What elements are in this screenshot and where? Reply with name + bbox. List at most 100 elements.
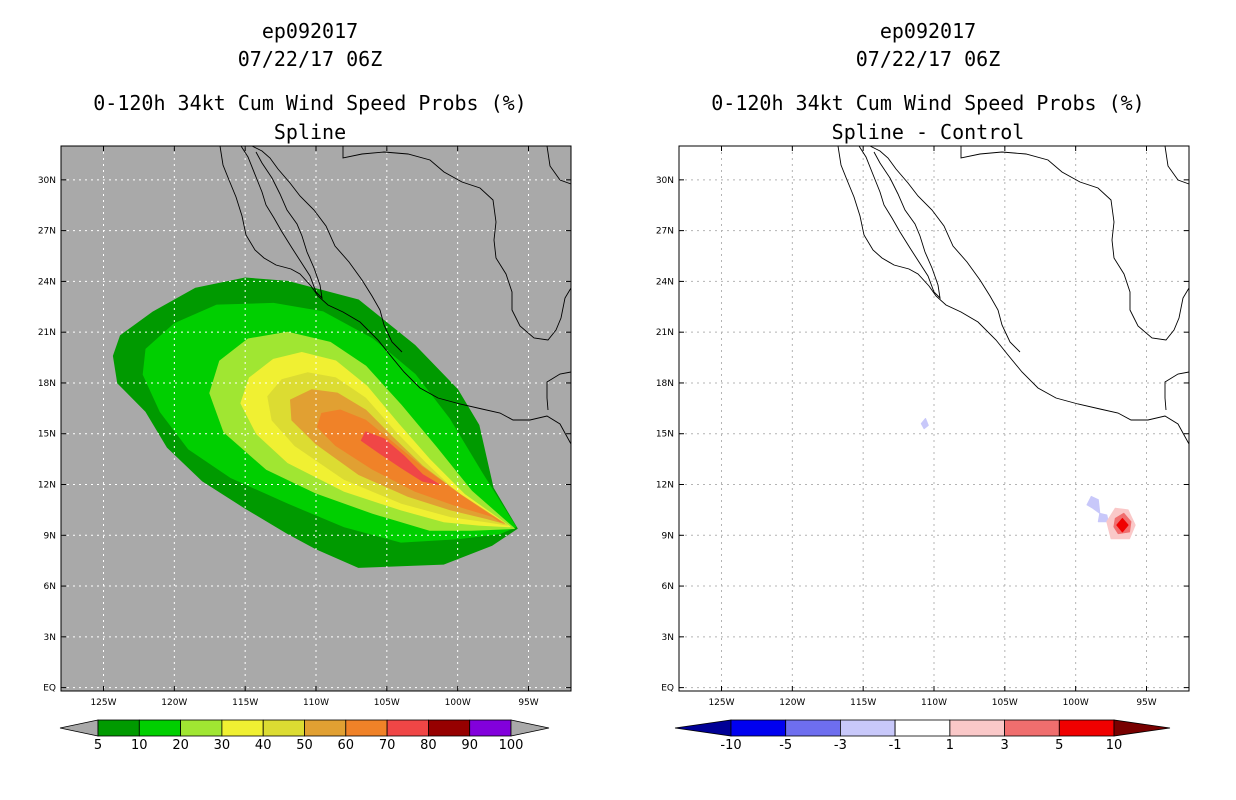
left-colorbar-label: 5 — [94, 738, 102, 753]
left-colorbar-label: 90 — [461, 738, 478, 753]
right-colorbar-swatch — [1004, 719, 1060, 737]
left-x-axis: 125W 120W 115W 110W 105W 100W 95W — [90, 698, 538, 708]
left-title-method: Spline — [274, 120, 346, 144]
right-colorbar — [674, 719, 1171, 737]
right-colorbar-swatch — [894, 719, 951, 737]
left-colorbar-swatch — [180, 719, 223, 737]
right-x-tick-label: 125W — [708, 698, 734, 708]
right-colorbar-label: 5 — [1055, 738, 1063, 753]
right-chart: ep092017 07/22/17 06Z 0-120h 34kt Cum Wi… — [656, 19, 1190, 753]
right-grid — [679, 146, 1189, 691]
right-colorbar-label: 3 — [1000, 738, 1008, 753]
left-contour-70 — [360, 431, 440, 485]
left-colorbar-label: 10 — [131, 738, 148, 753]
right-y-tick-label: 9N — [662, 531, 674, 541]
left-x-tick-label: 120W — [161, 698, 187, 708]
right-colorbar-end-high — [1113, 719, 1171, 737]
left-y-tick-label: 9N — [44, 531, 56, 541]
left-y-tick-label: 18N — [38, 379, 56, 389]
left-chart: ep092017 07/22/17 06Z 0-120h 34kt Cum Wi… — [38, 19, 572, 753]
right-x-tick-label: 110W — [921, 698, 947, 708]
right-title-method: Spline - Control — [832, 120, 1025, 144]
right-x-tick-label: 105W — [992, 698, 1018, 708]
right-colorbar-label: 1 — [946, 738, 954, 753]
right-x-tick-label: 100W — [1063, 698, 1089, 708]
left-colorbar-swatch — [97, 719, 140, 737]
left-title-date: 07/22/17 06Z — [238, 47, 383, 71]
left-coastline — [219, 145, 572, 445]
right-contour--3 — [1086, 495, 1101, 514]
right-colorbar-label: -5 — [779, 738, 792, 753]
left-colorbar-labels: 5 10 20 30 40 50 60 70 80 90 100 — [94, 738, 524, 753]
left-colorbar-label: 40 — [255, 738, 272, 753]
left-y-tick-label: 15N — [38, 430, 56, 440]
right-colorbar-label: -3 — [834, 738, 847, 753]
left-axis-ticks — [61, 146, 571, 691]
left-title-storm: ep092017 — [262, 19, 358, 43]
right-title-date: 07/22/17 06Z — [856, 47, 1001, 71]
left-colorbar-end-high — [510, 719, 550, 737]
left-y-tick-label: 3N — [44, 633, 56, 643]
right-y-tick-label: 12N — [656, 481, 674, 491]
left-colorbar-label: 70 — [379, 738, 396, 753]
right-coastline — [837, 145, 1190, 445]
left-x-tick-label: 115W — [232, 698, 258, 708]
left-x-tick-label: 100W — [445, 698, 471, 708]
left-colorbar-swatch — [304, 719, 347, 737]
left-y-tick-label: 6N — [44, 582, 56, 592]
right-x-axis: 125W 120W 115W 110W 105W 100W 95W — [708, 698, 1156, 708]
right-colorbar-label: -1 — [889, 738, 902, 753]
right-y-tick-label: 21N — [656, 328, 674, 338]
left-colorbar-swatch — [386, 719, 429, 737]
left-colorbar-swatch — [138, 719, 182, 737]
left-grid — [61, 146, 571, 691]
right-y-axis: EQ 3N 6N 9N 12N 15N 18N 21N 24N 27N 30N — [656, 176, 674, 694]
right-y-tick-label: 18N — [656, 379, 674, 389]
right-colorbar-label: 10 — [1106, 738, 1123, 753]
left-title-product: 0-120h 34kt Cum Wind Speed Probs (%) — [93, 91, 526, 115]
right-colorbar-swatch — [785, 719, 841, 737]
right-colorbar-swatch — [1058, 719, 1115, 737]
left-colorbar-swatch — [221, 719, 264, 737]
right-contour--3 — [920, 418, 929, 430]
left-x-tick-label: 110W — [303, 698, 329, 708]
left-colorbar-label: 80 — [420, 738, 437, 753]
right-axis-ticks — [679, 146, 1189, 691]
right-title-product: 0-120h 34kt Cum Wind Speed Probs (%) — [711, 91, 1144, 115]
left-y-tick-label: 21N — [38, 328, 56, 338]
right-y-tick-label: 24N — [656, 277, 674, 287]
left-colorbar-label: 20 — [172, 738, 189, 753]
right-x-tick-label: 95W — [1136, 698, 1156, 708]
left-y-tick-label: 30N — [38, 176, 56, 186]
right-contour-5 — [1116, 517, 1129, 533]
right-y-tick-label: 6N — [662, 582, 674, 592]
left-y-tick-label: 12N — [38, 481, 56, 491]
left-y-axis: EQ 3N 6N 9N 12N 15N 18N 21N 24N 27N 30N — [38, 176, 56, 694]
right-colorbar-label: -10 — [720, 738, 741, 753]
left-y-tick-label: 27N — [38, 227, 56, 237]
left-colorbar-swatch — [345, 719, 388, 737]
left-colorbar-label: 60 — [338, 738, 355, 753]
right-title-storm: ep092017 — [880, 19, 976, 43]
right-x-tick-label: 120W — [779, 698, 805, 708]
left-x-tick-label: 105W — [374, 698, 400, 708]
right-x-tick-label: 115W — [850, 698, 876, 708]
left-colorbar-label: 30 — [214, 738, 231, 753]
right-y-tick-label: 27N — [656, 227, 674, 237]
left-x-tick-label: 95W — [518, 698, 538, 708]
left-colorbar-swatch — [262, 719, 305, 737]
right-y-tick-label: 3N — [662, 633, 674, 643]
right-contour-layer — [920, 418, 1136, 540]
right-colorbar-swatch — [949, 719, 1006, 737]
right-colorbar-swatch — [730, 719, 787, 737]
right-colorbar-swatch — [840, 719, 896, 737]
left-colorbar-label: 100 — [499, 738, 524, 753]
right-y-tick-label: 15N — [656, 430, 674, 440]
right-contour--3 — [1097, 512, 1109, 523]
left-y-tick-label: EQ — [43, 684, 56, 694]
left-colorbar — [59, 719, 550, 737]
left-contour-layer — [112, 277, 518, 568]
left-y-tick-label: 24N — [38, 277, 56, 287]
left-colorbar-swatch — [427, 719, 471, 737]
